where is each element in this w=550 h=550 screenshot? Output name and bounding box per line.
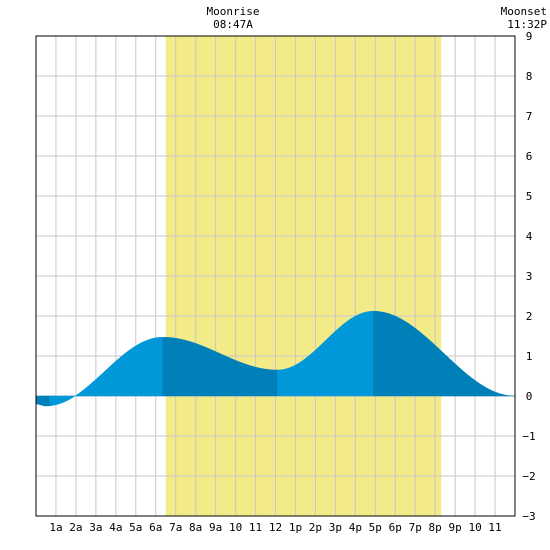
plot-frame xyxy=(35,35,516,517)
y-tick-label: 4 xyxy=(526,230,533,243)
x-tick-label: 8p xyxy=(429,521,442,534)
x-tick-label: 1a xyxy=(49,521,62,534)
moonset-label: Moonset xyxy=(501,5,547,18)
y-tick-label: −1 xyxy=(522,430,535,443)
x-tick-label: 4a xyxy=(109,521,122,534)
tide-area-segment xyxy=(373,310,516,397)
x-tick-label: 7a xyxy=(169,521,182,534)
x-tick-label: 7p xyxy=(409,521,422,534)
x-tick-label: 1p xyxy=(289,521,302,534)
y-tick-label: 9 xyxy=(526,30,533,43)
y-tick-label: 5 xyxy=(526,190,533,203)
x-tick-label: 6p xyxy=(389,521,402,534)
x-tick-label: 6a xyxy=(149,521,162,534)
moonrise-time: 08:47A xyxy=(213,18,253,31)
y-tick-label: 1 xyxy=(526,350,533,363)
tide-area-segment xyxy=(35,395,51,407)
x-tick-label: 5a xyxy=(129,521,142,534)
moonrise-label: Moonrise xyxy=(207,5,260,18)
y-tick-label: 6 xyxy=(526,150,533,163)
y-tick-label: −3 xyxy=(522,510,535,523)
tide-area-segment xyxy=(49,336,163,407)
x-tick-label: 8a xyxy=(189,521,202,534)
x-tick-label: 11 xyxy=(488,521,501,534)
x-tick-labels: 1a 2a 3a 4a 5a 6a 7a 8a 9a 10 11 12 1p 2p 3p 4p 5p 6p 7p 8p… xyxy=(49,521,501,534)
moonset-time: 11:32P xyxy=(507,18,547,31)
grid-layer xyxy=(36,36,515,516)
y-tick-label: 8 xyxy=(526,70,533,83)
tide-area-layer xyxy=(35,310,516,407)
tide-area-segment xyxy=(277,310,374,397)
y-tick-label: 7 xyxy=(526,110,533,123)
y-tick-label: 0 xyxy=(526,390,533,403)
x-tick-label: 3a xyxy=(89,521,102,534)
y-tick-label: 3 xyxy=(526,270,533,283)
x-tick-label: 5p xyxy=(369,521,382,534)
tide-area-segment xyxy=(162,336,278,397)
x-tick-label: 9a xyxy=(209,521,222,534)
x-tick-label: 12 xyxy=(269,521,282,534)
y-tick-label: 2 xyxy=(526,310,533,323)
x-tick-label: 10 xyxy=(229,521,242,534)
y-tick-label: −2 xyxy=(522,470,535,483)
x-tick-label: 3p xyxy=(329,521,342,534)
x-tick-label: 11 xyxy=(249,521,262,534)
x-tick-label: 2a xyxy=(69,521,82,534)
x-tick-label: 10 xyxy=(468,521,481,534)
y-tick-labels: −3 −2 −1 0 1 2 3 4 5 6 7 8 9 xyxy=(522,30,535,523)
x-tick-label: 4p xyxy=(349,521,362,534)
x-tick-label: 9p xyxy=(449,521,462,534)
x-tick-label: 2p xyxy=(309,521,322,534)
